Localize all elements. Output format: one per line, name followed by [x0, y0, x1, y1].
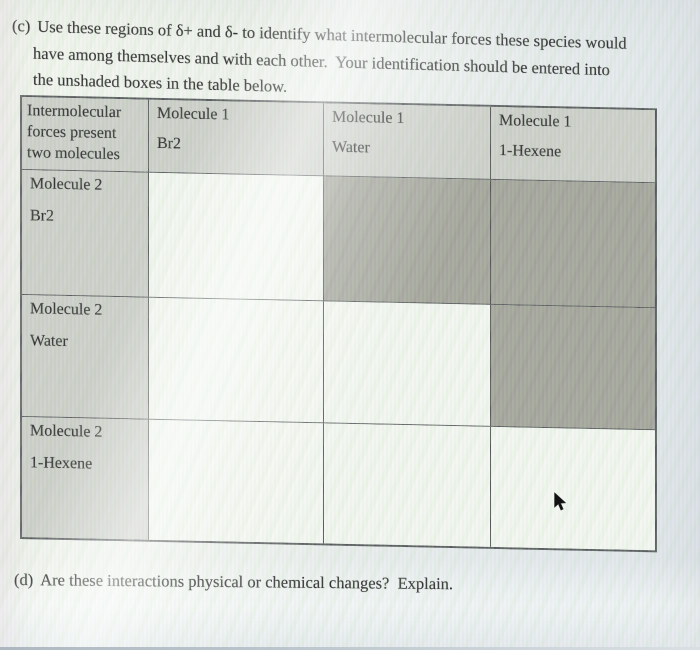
- table-cell-water-br2[interactable]: [149, 297, 324, 424]
- question-d: (d) Are these interactions physical or ch…: [14, 567, 453, 597]
- row-header-water-species: Water: [30, 332, 68, 351]
- table-cell-hexene-br2[interactable]: [149, 419, 324, 544]
- table-cell-water-water[interactable]: [324, 301, 491, 427]
- column-header-br2-species: Br2: [157, 134, 181, 153]
- table-cell-br2-hexene: [491, 179, 655, 309]
- column-header-hexene-label: Molecule 1: [499, 112, 572, 131]
- row-header-water: Molecule 2 Water: [22, 295, 149, 420]
- row-header-water-label: Molecule 2: [30, 300, 103, 319]
- table-cell-water-hexene: [491, 304, 655, 431]
- row-header-br2-label: Molecule 2: [30, 175, 103, 194]
- question-c-marker: (c): [12, 16, 31, 36]
- column-header-hexene-species: 1-Hexene: [499, 142, 562, 161]
- column-header-water-label: Molecule 1: [332, 108, 405, 128]
- question-d-text: Are these interactions physical or chemi…: [40, 570, 454, 594]
- column-header-water: Molecule 1 Water: [324, 103, 491, 180]
- column-header-hexene: Molecule 1 1-Hexene: [491, 106, 655, 184]
- table-cell-br2-water: [324, 176, 491, 305]
- column-header-br2: Molecule 1 Br2: [149, 99, 324, 177]
- table-corner-header: Intermolecular forces present two molecu…: [22, 97, 149, 173]
- column-header-water-species: Water: [332, 138, 370, 157]
- imf-table: Intermolecular forces present two molecu…: [20, 95, 657, 553]
- table-cell-hexene-water[interactable]: [324, 423, 491, 547]
- table-cell-br2-br2[interactable]: [149, 172, 324, 302]
- row-header-hexene: Molecule 2 1-Hexene: [22, 417, 149, 540]
- table-cell-hexene-hexene[interactable]: [491, 426, 655, 551]
- row-header-hexene-label: Molecule 2: [30, 422, 103, 441]
- row-header-br2-species: Br2: [30, 207, 54, 225]
- row-header-hexene-species: 1-Hexene: [30, 454, 93, 473]
- arrow-cursor-icon: [553, 491, 568, 518]
- row-header-br2: Molecule 2 Br2: [22, 170, 149, 298]
- question-d-marker: (d): [14, 570, 34, 590]
- question-d-line: (d) Are these interactions physical or ch…: [14, 567, 453, 597]
- column-header-br2-label: Molecule 1: [157, 104, 230, 124]
